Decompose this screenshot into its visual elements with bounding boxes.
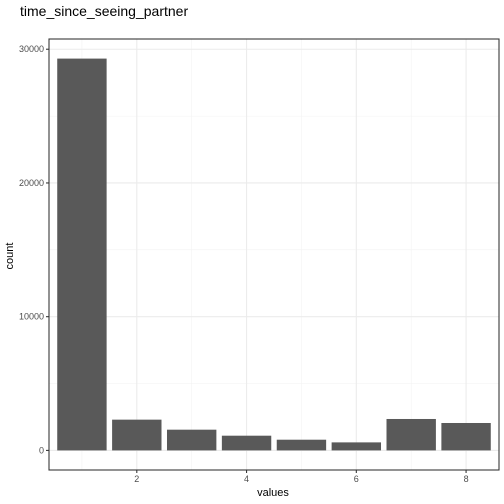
bars bbox=[57, 58, 491, 451]
bar-4 bbox=[221, 435, 272, 451]
bar-8 bbox=[441, 422, 491, 451]
bar-7 bbox=[386, 418, 436, 451]
x-tick-label: 4 bbox=[244, 474, 249, 484]
major-gridlines bbox=[49, 39, 499, 470]
x-tick-label: 6 bbox=[354, 474, 359, 484]
minor-gridlines bbox=[49, 39, 499, 470]
y-tick-label: 20000 bbox=[19, 178, 44, 188]
bar-5 bbox=[276, 439, 327, 451]
x-tick-label: 2 bbox=[134, 474, 139, 484]
bar-1 bbox=[57, 58, 107, 451]
x-tick-label: 8 bbox=[464, 474, 469, 484]
panel-border bbox=[48, 38, 500, 471]
y-tick-label: 10000 bbox=[19, 312, 44, 322]
bar-6 bbox=[331, 442, 382, 451]
y-axis-title: count bbox=[4, 243, 16, 270]
y-tick-label: 30000 bbox=[19, 44, 44, 54]
bar-3 bbox=[166, 429, 217, 451]
x-axis: 2 4 6 8 bbox=[134, 470, 469, 484]
bar-2 bbox=[112, 419, 162, 451]
y-axis: 0 10000 20000 30000 bbox=[19, 44, 49, 455]
chart-title: time_since_seeing_partner bbox=[20, 3, 188, 19]
y-tick-label: 0 bbox=[39, 445, 44, 455]
x-axis-title: values bbox=[257, 487, 289, 499]
